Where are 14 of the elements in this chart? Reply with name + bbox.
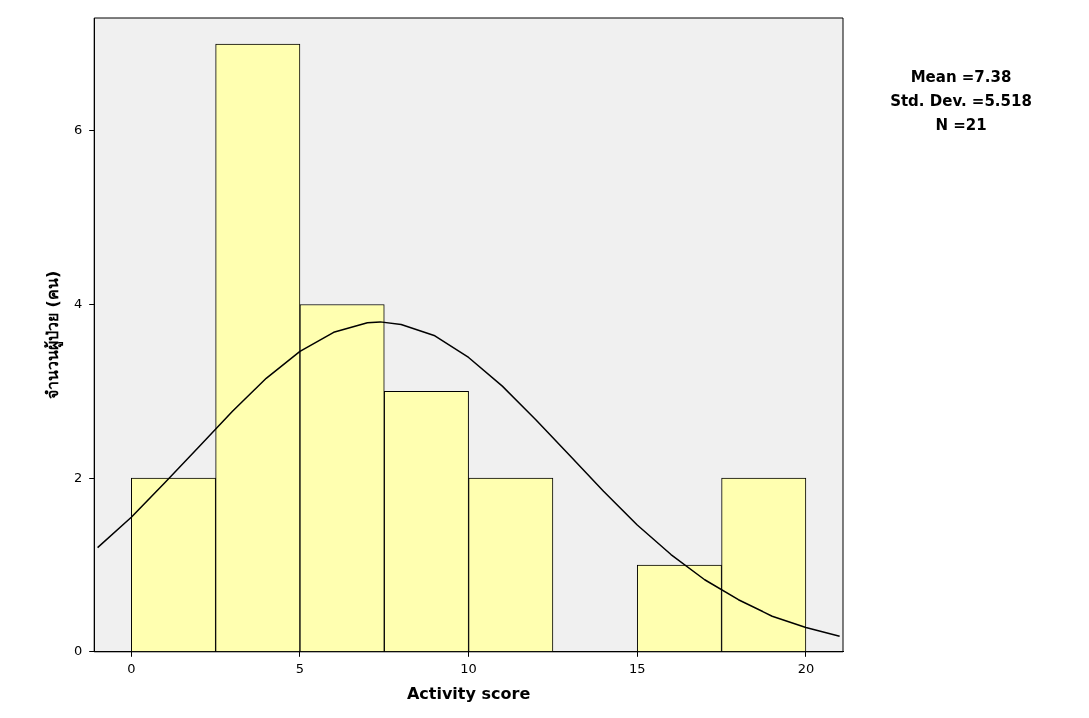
y-tick-label: 4 (74, 295, 83, 311)
x-tick-label: 10 (460, 661, 477, 677)
x-axis-title: Activity score (406, 683, 531, 703)
text: Std. Dev. =5.518 (890, 91, 1032, 110)
x-tick-label: 0 (127, 661, 136, 677)
y-tick-label: 0 (74, 643, 83, 659)
text: N =21 (935, 115, 987, 134)
x-tick-label: 5 (295, 661, 305, 677)
x-tick-label: 15 (628, 661, 646, 677)
text: Mean =7.38 (910, 67, 1012, 86)
y-tick-label: 6 (74, 122, 83, 138)
y-tick-label: 2 (74, 469, 83, 485)
x-tick-label: 20 (797, 661, 815, 677)
y-axis-title: จำนวนผู้ป่วย (คน) (42, 270, 64, 399)
